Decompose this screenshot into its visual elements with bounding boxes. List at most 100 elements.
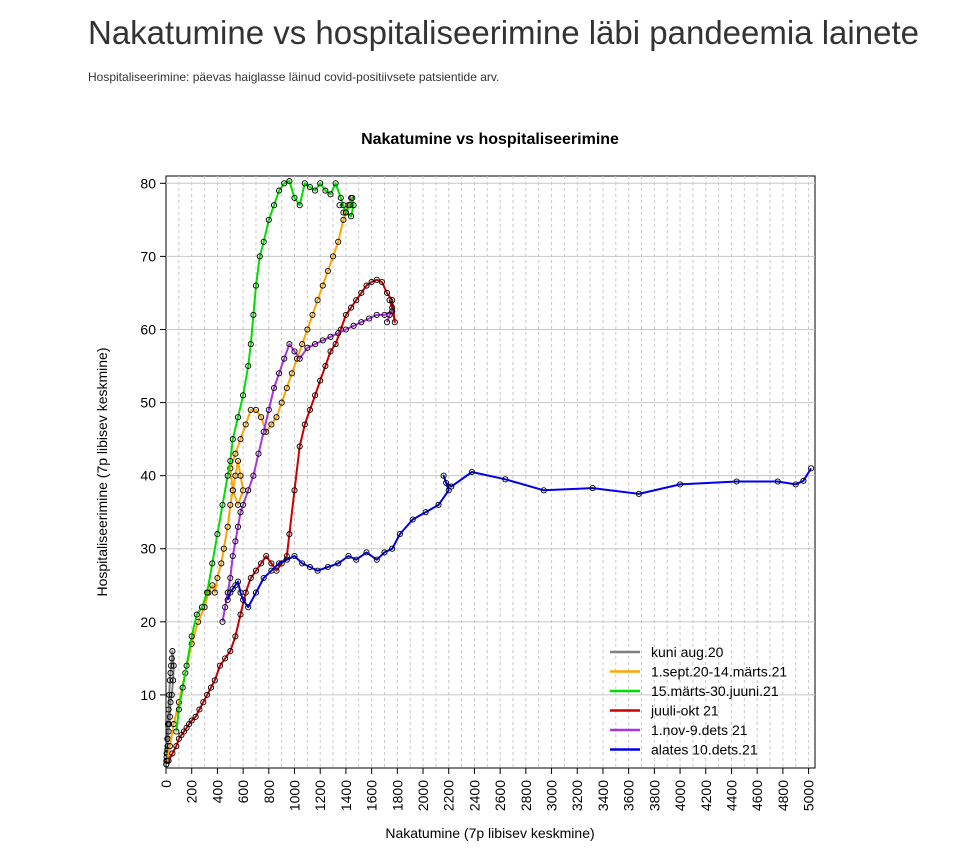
data-point — [166, 713, 173, 720]
data-point — [312, 392, 319, 399]
data-point — [240, 501, 247, 508]
data-point — [422, 509, 429, 516]
data-point — [468, 468, 475, 476]
x-axis-title: Nakatumine (7p libisev keskmine) — [385, 825, 594, 841]
series-4 — [165, 276, 398, 764]
data-point — [168, 662, 175, 669]
data-point — [296, 443, 303, 450]
series-line — [165, 650, 175, 765]
data-point — [252, 589, 260, 596]
data-point — [306, 406, 313, 413]
data-point — [237, 472, 244, 479]
data-point — [232, 538, 239, 545]
data-point — [232, 450, 239, 457]
data-point — [245, 487, 252, 494]
data-point — [224, 472, 231, 479]
data-point — [317, 377, 324, 384]
data-point — [389, 297, 396, 304]
data-point — [381, 549, 388, 556]
data-point — [306, 563, 313, 571]
data-point — [227, 648, 234, 655]
data-point — [218, 560, 225, 567]
data-point — [350, 322, 357, 329]
data-point — [291, 487, 298, 494]
data-point — [227, 501, 234, 508]
legend-label: juuli-okt 21 — [650, 703, 719, 719]
data-point — [209, 560, 216, 567]
legend-item: juuli-okt 21 — [610, 703, 719, 719]
x-tick-label: 3000 — [544, 780, 560, 811]
data-point — [317, 180, 324, 187]
data-point — [440, 472, 447, 479]
data-point — [396, 531, 403, 538]
data-point — [260, 428, 267, 435]
x-tick-label: 800 — [261, 780, 277, 804]
data-point — [340, 216, 347, 223]
y-tick-label: 20 — [140, 614, 156, 630]
series-line — [226, 467, 812, 609]
x-tick-label: 400 — [209, 780, 225, 804]
series-line — [175, 180, 355, 732]
legend-label: alates 10.dets.21 — [651, 742, 758, 758]
chart-title: Nakatumine vs hospitaliseerimine — [361, 131, 619, 148]
data-point — [327, 348, 334, 355]
data-point — [386, 311, 393, 318]
data-point — [312, 341, 319, 348]
legend-label: kuni aug.20 — [651, 644, 724, 660]
data-point — [207, 684, 215, 691]
data-point — [314, 567, 321, 574]
data-point — [304, 326, 311, 333]
data-point — [296, 202, 303, 209]
data-point — [540, 487, 547, 494]
data-point — [245, 362, 252, 370]
data-point — [286, 178, 293, 185]
data-point — [168, 691, 175, 698]
data-point — [247, 574, 254, 582]
data-point — [260, 574, 267, 582]
data-point — [167, 669, 174, 677]
data-point — [335, 330, 342, 337]
data-point — [346, 202, 353, 209]
data-point — [336, 202, 343, 209]
data-point — [283, 384, 290, 392]
data-point — [435, 501, 442, 508]
data-point — [247, 341, 254, 348]
data-point — [589, 485, 596, 492]
data-point — [291, 348, 298, 355]
y-tick-label: 50 — [140, 395, 156, 411]
data-point — [265, 216, 272, 223]
data-point — [166, 691, 173, 698]
data-point — [229, 487, 236, 494]
data-point — [200, 699, 207, 706]
data-point — [165, 728, 172, 735]
data-point — [211, 677, 218, 684]
series-2 — [164, 194, 355, 764]
data-point — [245, 604, 252, 611]
data-point — [358, 319, 365, 326]
data-point — [268, 421, 275, 428]
x-tick-label: 600 — [235, 780, 251, 804]
data-point — [165, 706, 172, 713]
legend: kuni aug.20 1.sept.20-14.märts.21 15.märts… — [610, 644, 787, 758]
data-point — [234, 457, 242, 465]
data-point — [363, 549, 370, 556]
data-point — [283, 556, 290, 563]
series-line — [221, 310, 394, 622]
data-point — [240, 392, 247, 399]
y-tick-label: 10 — [140, 687, 156, 703]
data-point — [260, 238, 267, 245]
data-point — [222, 655, 229, 662]
data-point — [373, 556, 380, 563]
data-point — [314, 297, 321, 304]
data-point — [227, 457, 234, 465]
data-point — [234, 578, 242, 585]
data-point — [214, 531, 221, 538]
legend-item: kuni aug.20 — [610, 644, 724, 660]
data-point — [211, 589, 218, 596]
data-point — [386, 297, 393, 304]
data-point — [219, 618, 226, 625]
data-point — [169, 750, 176, 757]
data-point — [337, 194, 344, 201]
data-point — [353, 556, 360, 563]
y-tick-label: 70 — [140, 248, 156, 264]
